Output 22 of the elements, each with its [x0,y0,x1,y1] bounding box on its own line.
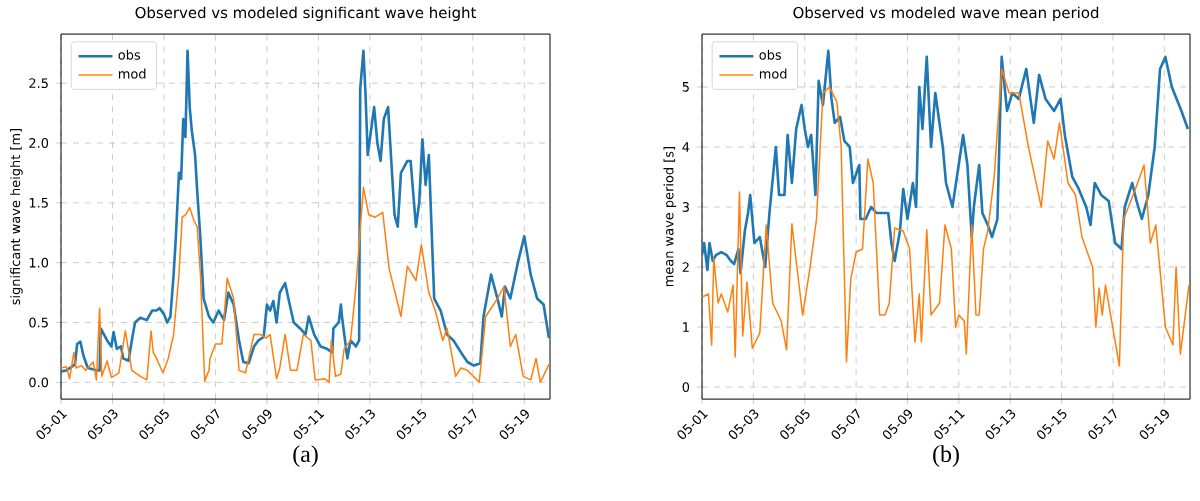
y-axis-title: significant wave height [m] [10,128,23,305]
legend-label: mod [118,68,146,79]
y-tick-label: 2 [682,262,689,272]
y-tick-label: 0.5 [29,317,48,328]
y-tick-label: 1.5 [29,197,48,208]
chart-title: Observed vs modeled wave mean period [793,6,1099,22]
chart-title: Observed vs modeled significant wave height [135,6,477,22]
y-tick-label: 0 [682,382,690,392]
legend-label: obs [118,49,141,60]
y-tick-label: 4 [682,142,690,152]
y-tick-label: 5 [682,82,689,92]
legend-label: obs [759,49,781,60]
y-tick-label: 1.0 [29,257,49,268]
y-tick-label: 3 [682,202,689,212]
legend-label: mod [759,68,787,79]
text: (a) [293,445,318,467]
y-tick-label: 2.5 [29,78,48,89]
text: (b) [933,445,959,467]
y-tick-label: 0.0 [29,377,49,388]
y-axis-title: mean wave period [s] [663,146,677,287]
y-tick-label: 2.0 [29,138,49,148]
y-tick-label: 1 [683,322,689,332]
